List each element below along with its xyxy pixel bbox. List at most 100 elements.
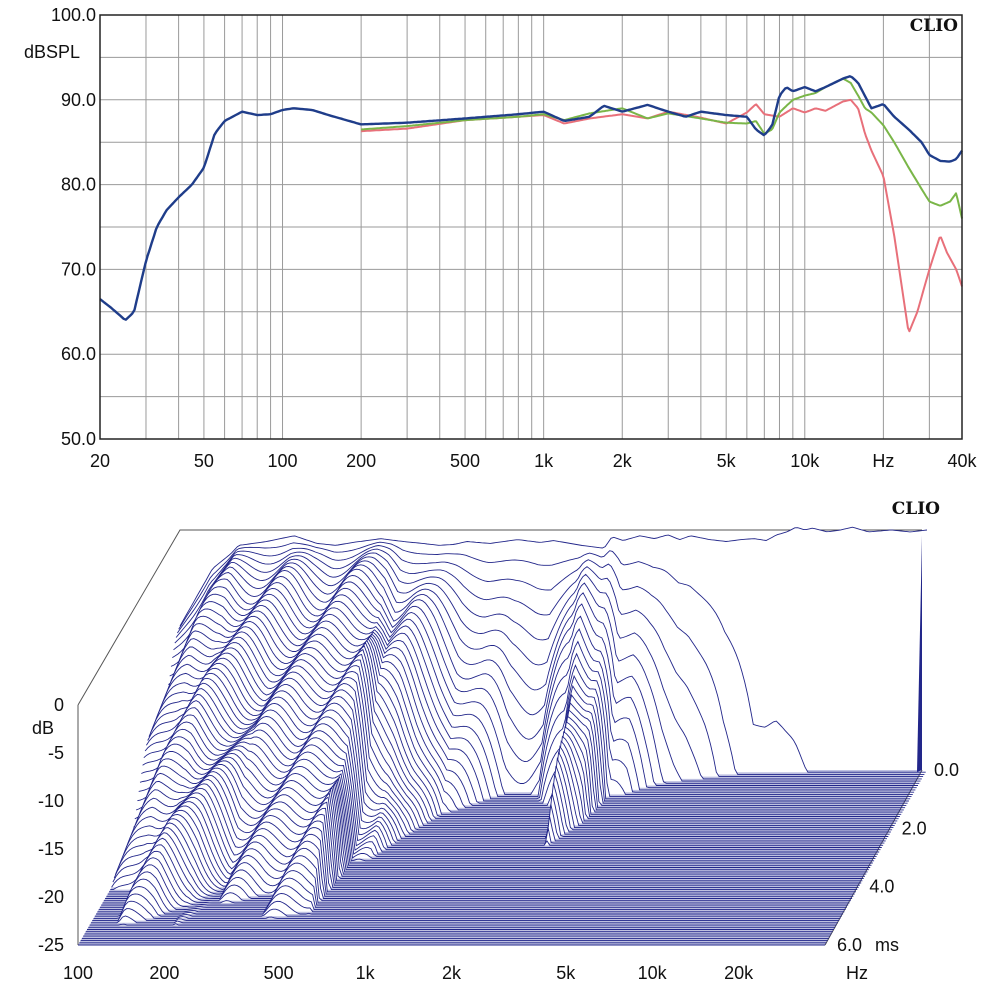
waterfall-time-ticks: 0.0 2.0 4.0 6.0 ms <box>837 760 959 955</box>
y-tick-label: 70.0 <box>61 259 96 279</box>
plot-frame <box>99 14 963 440</box>
decay-slice-line <box>109 822 856 893</box>
waterfall-db-tick-label: -10 <box>38 791 64 811</box>
x-tick-label: 10k <box>790 451 820 470</box>
decay-slice-line <box>93 900 841 919</box>
decay-slice-line <box>107 827 855 895</box>
decay-slice-line <box>161 605 909 802</box>
frequency-series <box>99 75 963 333</box>
waterfall-db-tick-label: -20 <box>38 887 64 907</box>
waterfall-x-tick-label: 10k <box>638 963 668 983</box>
x-tick-label: 1k <box>534 451 554 470</box>
decay-slice-line <box>133 728 881 851</box>
decay-slice-line <box>173 556 921 782</box>
decay-slice-line <box>170 564 918 786</box>
y-tick-label: 60.0 <box>61 344 96 364</box>
waterfall-x-ticks: 100 200 500 1k 2k 5k 10k 20k Hz <box>63 963 868 983</box>
waterfall-time-tick-label: 6.0 <box>837 935 862 955</box>
decay-slice-line <box>120 783 868 873</box>
decay-slice-line <box>125 767 873 864</box>
decay-slice-line <box>138 700 886 842</box>
y-tick-label: 90.0 <box>61 90 96 110</box>
frequency-x-ticks: 20 50 100 200 500 1k 2k 5k 10k Hz 40k <box>90 451 978 470</box>
waterfall-time-tick-label: 2.0 <box>902 818 927 838</box>
decay-slice-line <box>174 552 922 780</box>
decay-slice-line <box>160 610 908 804</box>
waterfall-db-ticks: 0 -5 -10 -15 -20 -25 <box>38 695 64 955</box>
decay-slice-line <box>110 818 858 891</box>
decay-slice-line <box>101 857 849 906</box>
decay-slice-fill <box>96 886 844 914</box>
decay-slice-line <box>121 778 869 871</box>
decay-slice-line <box>172 560 920 784</box>
waterfall-x-tick-label: 5k <box>556 963 576 983</box>
decay-slice-line <box>175 548 924 778</box>
decay-slice-line <box>131 736 880 853</box>
decay-slice-line <box>90 915 838 924</box>
x-tick-label: 20 <box>90 451 110 470</box>
waterfall-time-tick-label: 0.0 <box>934 760 959 780</box>
brand-label: CLIO <box>892 499 940 519</box>
frequency-y-ticks: 50.0 60.0 70.0 80.0 90.0 100.0 <box>51 5 96 449</box>
x-tick-label: Hz <box>872 451 894 470</box>
waterfall-slices <box>78 526 928 946</box>
decay-slice-line <box>99 864 847 908</box>
decay-slice-line <box>156 626 904 811</box>
decay-slice-line <box>105 837 853 899</box>
decay-slice-line <box>153 636 902 815</box>
decay-slice-line <box>177 545 925 775</box>
decay-slice-line <box>137 707 885 844</box>
decay-slice-line <box>155 631 903 813</box>
waterfall-db-tick-label: -5 <box>48 743 64 763</box>
x-tick-label: 40k <box>947 451 977 470</box>
waterfall-box-edge <box>77 529 922 706</box>
waterfall-x-tick-label: 200 <box>149 963 179 983</box>
series-line-3 <box>99 75 963 321</box>
decay-slice-line <box>135 714 884 846</box>
x-tick-label: 100 <box>267 451 297 470</box>
decay-slice-line <box>144 671 893 831</box>
db-axis-label: dB <box>32 718 54 738</box>
decay-slice-line <box>142 682 890 835</box>
decay-slice-line <box>106 832 854 897</box>
decay-slice-line <box>152 641 900 817</box>
decay-slice-line <box>129 750 877 857</box>
x-tick-label: 500 <box>450 451 480 470</box>
decay-slice-line <box>94 893 842 917</box>
decay-slice-line <box>157 621 906 809</box>
decay-slice-line <box>179 526 928 627</box>
waterfall-x-tick-label: 20k <box>724 963 754 983</box>
waterfall-x-tick-label: 1k <box>356 963 376 983</box>
decay-slice-line <box>164 593 912 798</box>
brand-label: CLIO <box>910 16 958 36</box>
waterfall-edge-panel <box>917 535 922 772</box>
decay-slice-line <box>127 758 876 860</box>
decay-slice-line <box>178 541 926 773</box>
y-tick-label: 100.0 <box>51 5 96 25</box>
waterfall-db-tick-label: 0 <box>54 695 64 715</box>
waterfall-time-tick-label: 4.0 <box>869 877 894 897</box>
waterfall-chart: 100 200 500 1k 2k 5k 10k 20k Hz 0-5-10-15-20-25 … <box>32 499 959 983</box>
decay-slice-line <box>168 575 916 791</box>
decay-slice-line <box>151 644 899 820</box>
decay-slice-line <box>143 676 891 833</box>
decay-slice-line <box>126 764 875 862</box>
waterfall-x-tick-label: 500 <box>264 963 294 983</box>
decay-slice-line <box>92 908 840 922</box>
decay-slice-line <box>89 923 837 926</box>
decay-slice-line <box>122 774 871 868</box>
frequency-response-chart: 20 50 100 200 500 1k 2k 5k 10k Hz 40k 50.0 60.0 70.0… <box>24 5 978 470</box>
decay-slice-line <box>118 786 867 875</box>
waterfall-x-tick-label: 100 <box>63 963 93 983</box>
decay-slice-line <box>141 688 889 837</box>
waterfall-x-tick-label: 2k <box>442 963 462 983</box>
y-tick-label: 50.0 <box>61 429 96 449</box>
decay-slice-line <box>97 878 845 913</box>
x-tick-label: 2k <box>613 451 633 470</box>
decay-slice-line <box>98 871 846 911</box>
decay-slice-line <box>169 568 917 789</box>
y-tick-label: 80.0 <box>61 175 96 195</box>
decay-slice-line <box>165 587 913 795</box>
x-tick-label: 50 <box>194 451 214 470</box>
decay-slice-line <box>134 721 882 848</box>
